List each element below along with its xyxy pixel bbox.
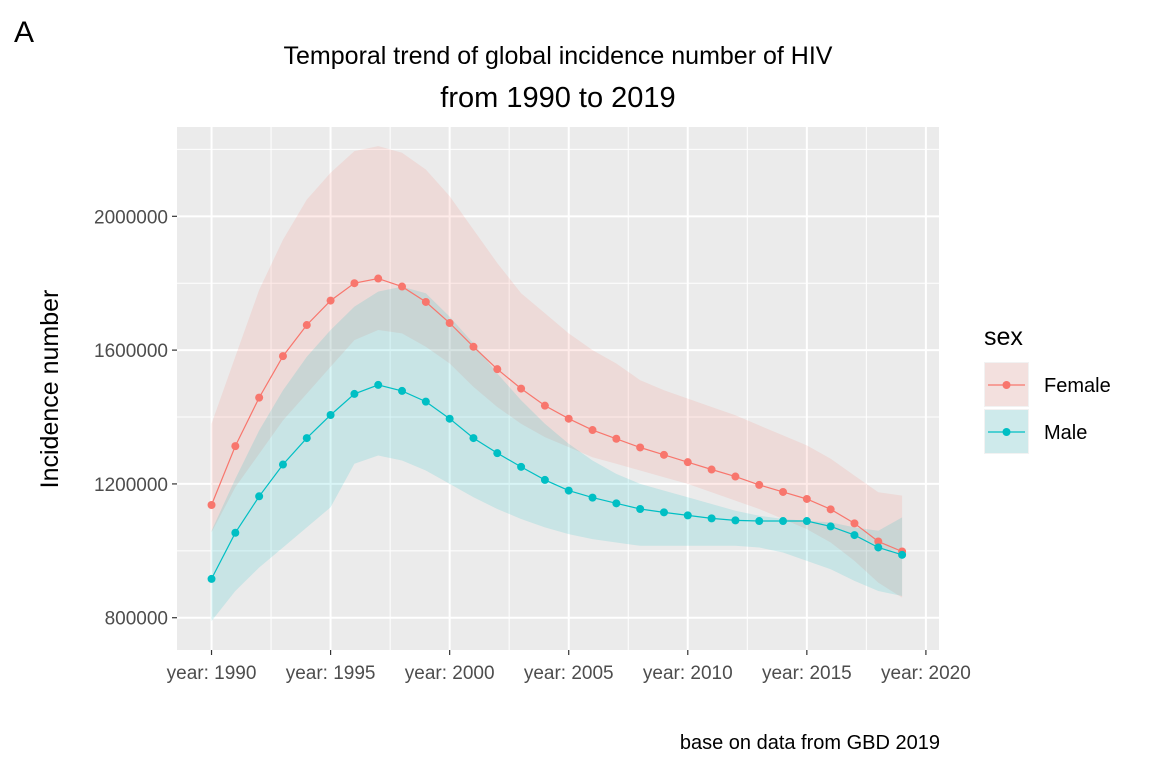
y-tick-label: 2000000 xyxy=(94,207,168,228)
legend-title: sex xyxy=(984,323,1023,351)
plot-panel xyxy=(177,127,939,650)
point-female xyxy=(850,519,859,528)
point-male xyxy=(564,486,573,495)
x-tick-label: year: 1990 xyxy=(167,663,257,684)
point-female xyxy=(469,342,478,351)
legend-label-male: Male xyxy=(1044,422,1087,444)
ribbon-male xyxy=(211,286,903,622)
point-female xyxy=(255,393,264,402)
point-male xyxy=(731,516,740,525)
point-female xyxy=(398,282,407,291)
point-female xyxy=(683,458,692,467)
line-female xyxy=(210,277,903,553)
point-male xyxy=(588,493,597,502)
chart-title: Temporal trend of global incidence numbe… xyxy=(284,42,833,70)
point-male xyxy=(493,449,502,458)
x-tick-label: year: 1995 xyxy=(286,663,376,684)
point-female xyxy=(564,414,573,423)
point-female xyxy=(350,279,359,288)
x-tick-label: year: 2000 xyxy=(405,663,495,684)
point-male xyxy=(636,505,645,514)
chart-caption: base on data from GBD 2019 xyxy=(680,732,940,754)
point-female xyxy=(802,494,811,503)
point-male xyxy=(659,508,668,517)
point-male xyxy=(398,386,407,395)
point-male xyxy=(540,475,549,484)
y-axis-label: Incidence number xyxy=(36,290,64,489)
point-female xyxy=(636,443,645,452)
point-female xyxy=(374,274,383,283)
point-male xyxy=(755,517,764,526)
y-axis: 800000 1200000 1600000 2000000 xyxy=(94,207,177,630)
x-axis: year: 1990 year: 1995 year: 2000 year: 2005… xyxy=(167,650,971,684)
point-female xyxy=(302,321,311,330)
point-female xyxy=(588,426,597,435)
y-tick-label: 800000 xyxy=(105,609,168,630)
point-male xyxy=(517,462,526,471)
point-male xyxy=(802,517,811,526)
point-female xyxy=(493,365,502,374)
point-male xyxy=(350,389,359,398)
x-tick-label: year: 2005 xyxy=(524,663,614,684)
point-female xyxy=(731,472,740,481)
chart-subtitle: from 1990 to 2019 xyxy=(440,82,675,114)
point-male xyxy=(302,434,311,443)
x-tick-label: year: 2015 xyxy=(762,663,852,684)
point-male xyxy=(683,511,692,520)
confidence-ribbons xyxy=(211,146,903,622)
point-female xyxy=(540,401,549,410)
major-gridlines xyxy=(177,127,939,650)
point-male xyxy=(612,499,621,508)
point-male xyxy=(255,492,264,501)
point-female xyxy=(755,480,764,489)
point-female xyxy=(874,537,883,546)
point-female xyxy=(517,384,526,393)
point-female xyxy=(231,442,240,451)
point-male xyxy=(898,550,907,559)
point-male xyxy=(779,517,788,526)
point-male xyxy=(707,514,716,523)
x-tick-label: year: 2020 xyxy=(881,663,971,684)
series-points xyxy=(207,274,907,583)
point-male xyxy=(231,528,240,537)
legend-label-female: Female xyxy=(1044,375,1111,397)
point-male xyxy=(826,522,835,531)
point-female xyxy=(612,434,621,443)
point-male xyxy=(874,543,883,552)
point-male xyxy=(421,397,430,406)
legend-key-point xyxy=(1002,428,1011,436)
point-male xyxy=(850,531,859,540)
legend: sex Female Male xyxy=(984,323,1111,454)
point-male xyxy=(278,460,287,469)
point-female xyxy=(421,297,430,306)
point-female xyxy=(779,487,788,496)
legend-key-point xyxy=(1002,381,1011,389)
point-female xyxy=(707,465,716,474)
y-tick-label: 1600000 xyxy=(94,341,168,362)
point-female xyxy=(659,450,668,459)
x-tick-label: year: 2010 xyxy=(643,663,733,684)
point-male xyxy=(326,411,335,420)
ribbon-female xyxy=(211,146,903,598)
point-female xyxy=(326,296,335,305)
panel-tag: A xyxy=(14,16,34,49)
point-female xyxy=(445,319,454,328)
y-tick-label: 1200000 xyxy=(94,475,168,496)
point-female xyxy=(207,500,216,509)
point-male xyxy=(207,574,216,583)
point-male xyxy=(445,414,454,423)
point-male xyxy=(469,434,478,443)
point-female xyxy=(826,505,835,514)
point-male xyxy=(374,380,383,389)
point-female xyxy=(278,352,287,361)
